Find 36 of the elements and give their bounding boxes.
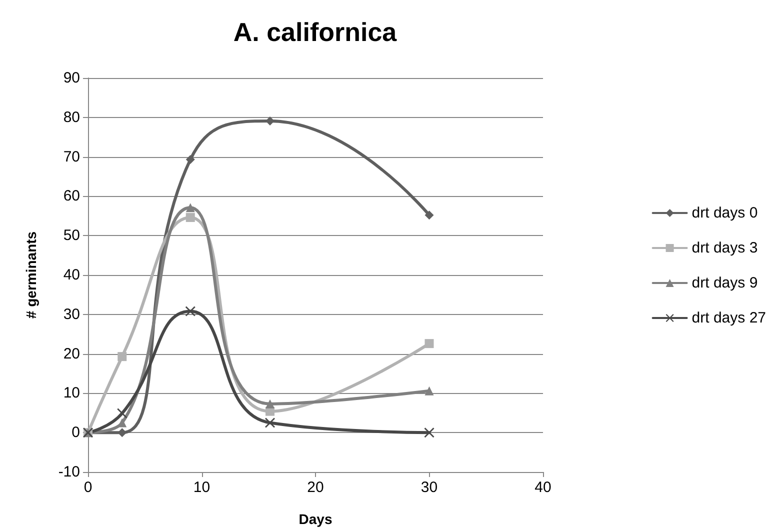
x-tick-label: 30 <box>420 479 438 496</box>
point <box>424 339 434 348</box>
y-tick-label: 10 <box>63 384 80 402</box>
x-tick-label: 0 <box>84 479 92 496</box>
y-tick-label: 0 <box>72 424 80 442</box>
point <box>186 155 195 164</box>
point <box>185 306 196 316</box>
y-tick-label: 80 <box>63 108 80 126</box>
point <box>117 408 128 418</box>
y-tick-label: 90 <box>63 70 80 86</box>
x-tick-label: 20 <box>307 479 324 496</box>
point <box>266 399 274 408</box>
legend-label: drt days 27 <box>692 310 766 326</box>
point <box>118 428 127 438</box>
legend-label: drt days 9 <box>692 274 758 292</box>
x-tick-label: 10 <box>193 479 210 496</box>
y-tick-label: -10 <box>58 464 80 480</box>
y-tick-label: 50 <box>63 227 80 244</box>
legend-label: drt days 0 <box>692 204 758 222</box>
y-axis-title: # germinants <box>23 231 39 319</box>
y-tick-label: 70 <box>63 148 80 166</box>
point <box>265 418 275 428</box>
y-tick-label: 30 <box>63 306 80 323</box>
x-axis-title: Days <box>298 511 332 527</box>
point <box>186 203 195 212</box>
legend-label: drt days 3 <box>692 240 758 256</box>
y-tick-label: 40 <box>63 266 80 284</box>
point <box>118 352 127 362</box>
point <box>186 212 195 222</box>
point <box>424 386 434 396</box>
y-tick-label: 60 <box>63 188 80 205</box>
y-tick-label: 20 <box>63 345 80 362</box>
x-tick-label: 40 <box>534 479 552 496</box>
point <box>424 428 434 438</box>
chart-title: A. californica <box>233 17 398 47</box>
point <box>424 210 434 220</box>
